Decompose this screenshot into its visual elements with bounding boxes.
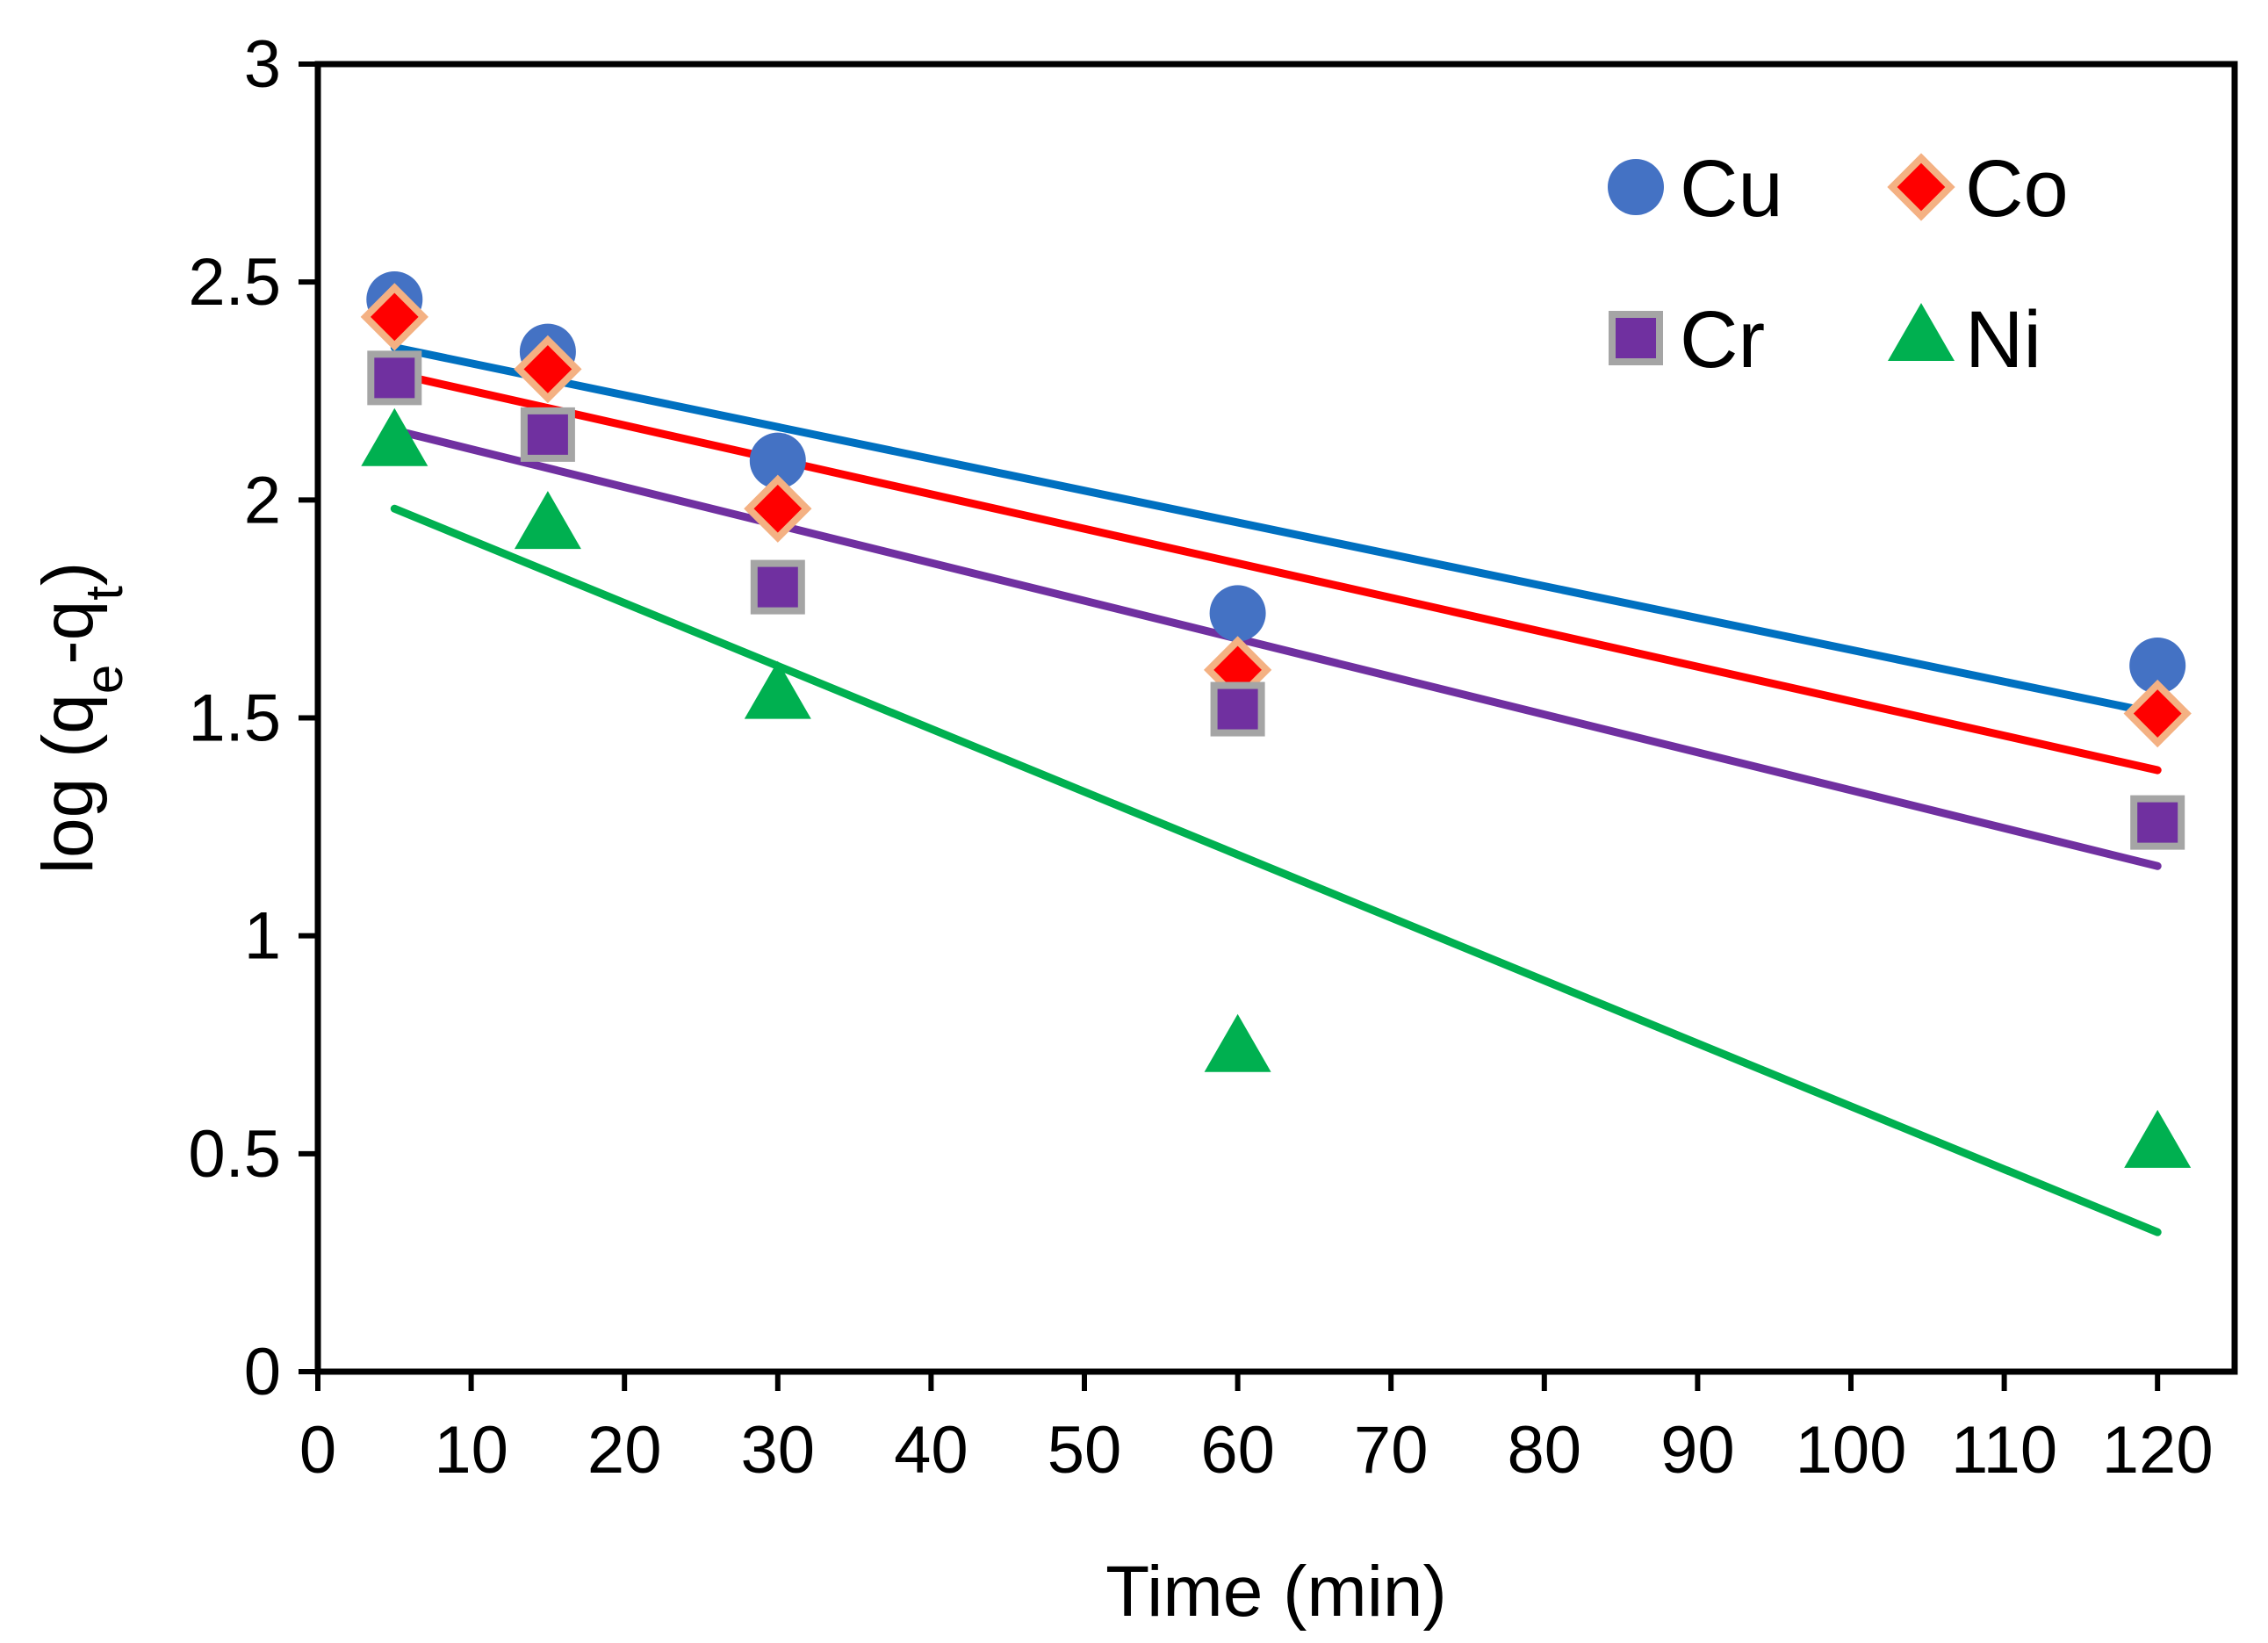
legend-item-co: Co (1887, 144, 2069, 234)
x-tick-label: 110 (1951, 1413, 2057, 1488)
y-tick-label: 2 (244, 463, 281, 537)
y-axis-title-mid: -q (28, 601, 108, 665)
point-cu (2129, 637, 2186, 694)
point-co (744, 474, 812, 543)
trend-line-co (390, 369, 2162, 775)
x-tick-label: 60 (1200, 1413, 1275, 1488)
legend: Cu Co Cr Ni (1608, 144, 2069, 385)
x-tick-label: 10 (434, 1413, 508, 1488)
y-tick-label: 2.5 (188, 245, 281, 320)
point-cu (1209, 585, 1266, 642)
point-cu (749, 432, 806, 489)
point-cr (367, 350, 422, 406)
x-tick-label: 120 (2102, 1413, 2214, 1488)
data-points (360, 271, 2192, 1168)
plot-frame (314, 61, 2238, 1375)
legend-label-cu: Cu (1680, 144, 1783, 234)
x-tick-label: 50 (1048, 1413, 1122, 1488)
legend-marker-cu (1608, 159, 1664, 215)
point-ni (361, 407, 428, 466)
legend-marker-cr (1609, 311, 1663, 365)
legend-label-cr: Cr (1680, 295, 1765, 385)
point-cr (1210, 681, 1265, 737)
legend-marker-co (1887, 153, 1955, 221)
x-axis-title: Time (min) (1105, 1552, 1447, 1632)
tick-labels: 0 10 20 30 40 50 60 70 80 90 100 110 120 0 0.5 1 1.5 2 2.5… (188, 27, 2213, 1488)
x-tick-label: 70 (1354, 1413, 1429, 1488)
y-tick-label: 1.5 (188, 681, 281, 756)
y-tick-label: 3 (244, 27, 281, 102)
y-axis-title-sub-e: e (75, 665, 133, 694)
x-tick-label: 30 (741, 1413, 816, 1488)
y-axis-title-sub-t: t (75, 586, 133, 601)
x-tick-label: 90 (1660, 1413, 1735, 1488)
y-tick-label: 0.5 (188, 1117, 281, 1192)
x-tick-label: 40 (894, 1413, 968, 1488)
legend-item-cu: Cu (1608, 144, 1783, 234)
legend-item-ni: Ni (1888, 295, 2041, 385)
trend-line-ni (390, 504, 2162, 1236)
y-tick-label: 1 (244, 899, 281, 974)
legend-item-cr: Cr (1609, 295, 1765, 385)
trend-lines (390, 343, 2162, 1236)
point-cr (750, 559, 805, 615)
x-tick-label: 100 (1796, 1413, 1907, 1488)
y-axis-title: log (qe-qt) (28, 562, 133, 874)
x-tick-label: 80 (1508, 1413, 1582, 1488)
axis-ticks (299, 61, 2161, 1391)
trend-line-cu (390, 343, 2162, 718)
point-ni (1204, 1013, 1271, 1072)
point-ni (744, 660, 811, 719)
point-ni (514, 491, 581, 550)
point-co (360, 283, 428, 351)
point-cr (2130, 795, 2185, 850)
point-co (2123, 679, 2192, 748)
x-tick-label: 0 (299, 1413, 336, 1488)
trend-line-cr (390, 426, 2162, 870)
legend-label-co: Co (1965, 144, 2069, 234)
point-cr (520, 407, 575, 462)
y-axis-title-prefix: log (q (28, 694, 108, 874)
point-co (514, 335, 582, 404)
legend-label-ni: Ni (1965, 295, 2041, 385)
point-ni (2124, 1109, 2192, 1168)
y-tick-label: 0 (244, 1335, 281, 1409)
legend-marker-ni (1888, 303, 1955, 361)
y-axis-title-suffix: ) (28, 562, 108, 586)
x-tick-label: 20 (587, 1413, 662, 1488)
